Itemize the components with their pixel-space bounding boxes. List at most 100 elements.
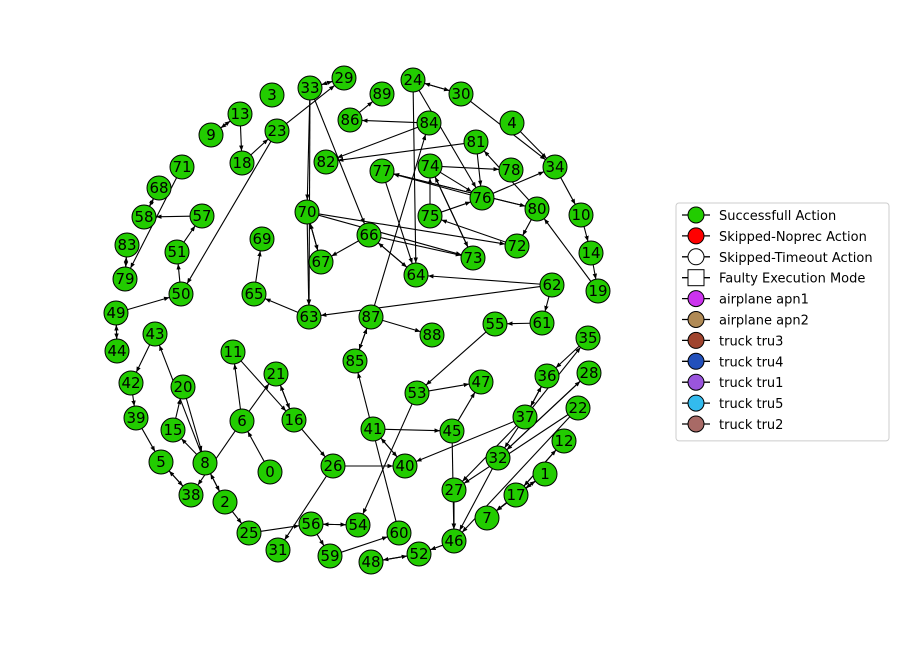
node-circle — [317, 543, 343, 569]
legend-item: Faulty Execution Mode — [682, 269, 865, 287]
node-circle — [249, 226, 275, 252]
node-circle — [104, 338, 130, 364]
node-74: 74 — [417, 153, 443, 179]
edge-34-to-10 — [560, 177, 576, 205]
edge-8-to-15 — [180, 438, 198, 455]
node-label: 87 — [361, 308, 380, 326]
node-label: 36 — [537, 367, 556, 385]
node-label: 17 — [506, 486, 525, 504]
node-label: 58 — [134, 208, 153, 226]
edge-36-to-37 — [530, 386, 542, 407]
edge-25-to-56 — [260, 524, 300, 532]
node-label: 73 — [463, 249, 482, 267]
node-circle — [236, 520, 262, 546]
node-label: 19 — [588, 282, 607, 300]
node-31: 31 — [265, 537, 291, 563]
node-label: 4 — [507, 114, 517, 132]
node-circle — [345, 512, 371, 538]
node-label: 16 — [284, 411, 303, 429]
legend-item: truck tru1 — [682, 373, 783, 391]
legend-item: Successfull Action — [682, 206, 836, 224]
node-11: 11 — [220, 339, 246, 365]
edge-33-to-70 — [305, 99, 311, 201]
edge-0-to-6 — [247, 431, 265, 462]
node-69: 69 — [249, 226, 275, 252]
node-circle — [575, 325, 601, 351]
node-label: 28 — [579, 364, 598, 382]
node-label: 86 — [340, 111, 359, 129]
edge-51-to-57 — [183, 225, 196, 243]
node-71: 71 — [169, 154, 195, 180]
node-label: 29 — [334, 69, 353, 87]
node-label: 44 — [107, 342, 126, 360]
edge-84-to-82 — [337, 126, 418, 159]
node-label: 57 — [192, 207, 211, 225]
edge-18-to-23 — [250, 138, 269, 156]
legend-label: Successfull Action — [719, 209, 836, 224]
node-67: 67 — [308, 249, 334, 275]
node-82: 82 — [313, 149, 339, 175]
node-13: 13 — [227, 101, 253, 127]
node-circle — [264, 118, 290, 144]
edge-23-to-29 — [286, 85, 335, 124]
edge-81-to-76 — [476, 153, 483, 187]
node-circle — [469, 185, 495, 211]
node-circle — [356, 222, 382, 248]
node-circle — [512, 404, 538, 430]
edge-87-to-85 — [358, 328, 368, 350]
node-circle — [358, 549, 384, 575]
node-label: 33 — [300, 79, 319, 97]
edge-77-to-64 — [385, 182, 413, 264]
node-5: 5 — [148, 449, 174, 475]
node-label: 40 — [395, 457, 414, 475]
node-label: 89 — [372, 85, 391, 103]
node-label: 54 — [348, 516, 367, 534]
node-circle — [482, 311, 508, 337]
edge-65-to-69 — [255, 250, 262, 283]
node-circle — [103, 300, 129, 326]
node-83: 83 — [114, 232, 140, 258]
node-23: 23 — [264, 118, 290, 144]
legend-item: airplane apn2 — [682, 311, 809, 329]
node-label: 60 — [389, 524, 408, 542]
node-32: 32 — [485, 445, 511, 471]
node-41: 41 — [360, 416, 386, 442]
edge-86-to-89 — [358, 101, 374, 113]
node-circle — [189, 203, 215, 229]
node-label: 47 — [471, 373, 490, 391]
node-circle — [499, 110, 525, 136]
legend-marker — [687, 248, 705, 266]
edge-42-to-39 — [131, 394, 136, 407]
edge-6-to-38 — [197, 430, 236, 486]
node-40: 40 — [392, 453, 418, 479]
node-30: 30 — [448, 81, 474, 107]
node-circle — [485, 445, 511, 471]
node-label: 71 — [172, 158, 191, 176]
node-19: 19 — [585, 278, 611, 304]
node-84: 84 — [416, 110, 442, 136]
node-label: 43 — [145, 325, 164, 343]
edge-23-to-50 — [186, 141, 272, 284]
legend-label: truck tru5 — [719, 397, 783, 412]
edge-17-to-7 — [496, 502, 507, 511]
node-circle — [131, 204, 157, 230]
node-label: 81 — [466, 133, 485, 151]
node-80: 80 — [524, 196, 550, 222]
node-77: 77 — [369, 158, 395, 184]
edge-38-to-5 — [168, 470, 184, 487]
node-label: 38 — [181, 486, 200, 504]
node-circle — [170, 374, 196, 400]
node-circle — [331, 65, 357, 91]
node-circle — [227, 101, 253, 127]
node-circle — [308, 249, 334, 275]
node-35: 35 — [575, 325, 601, 351]
edge-66-to-73 — [380, 237, 462, 257]
node-72: 72 — [504, 233, 530, 259]
node-circle — [386, 520, 412, 546]
node-circle — [263, 361, 289, 387]
edge-16-to-26 — [301, 428, 326, 458]
legend-marker — [687, 290, 705, 308]
node-circle — [337, 107, 363, 133]
node-circle — [169, 154, 195, 180]
nodes-layer: 0 123456789101112131415161718192021222324… — [103, 65, 611, 575]
